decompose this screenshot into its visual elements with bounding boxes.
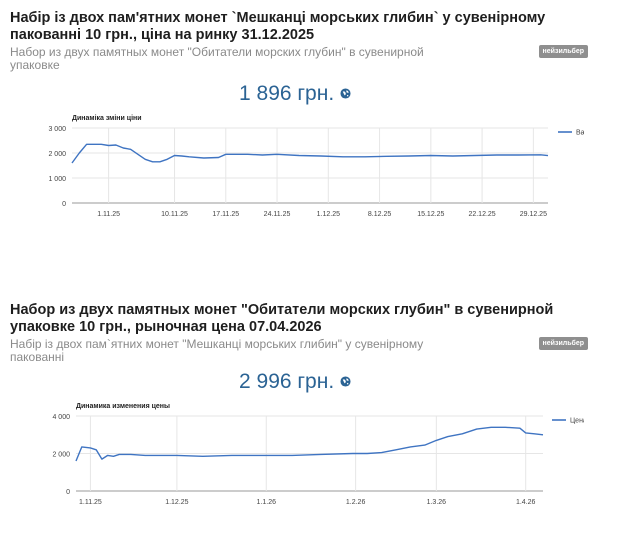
x-tick-label: 1.3.26	[427, 499, 447, 506]
y-tick-label: 0	[62, 201, 66, 208]
y-tick-label: 2 000	[52, 452, 70, 459]
legend-label: Цена	[570, 418, 584, 425]
x-tick-label: 24.11.25	[264, 211, 291, 218]
y-tick-label: 2 000	[48, 151, 66, 158]
page-title: Набор из двух памятных монет "Обитатели …	[10, 302, 554, 335]
alternate-title: Набір із двох пам`ятних монет "Мешканці …	[10, 337, 424, 364]
material-badge[interactable]: нейзильбер	[538, 45, 588, 58]
price-chart-ru: Динамика изменения цены 0 2 000 4 000 1.11.2…	[10, 396, 584, 520]
coin-card-ru: Набор из двух памятных монет "Обитатели …	[6, 296, 588, 530]
y-tick-label: 4 000	[52, 414, 70, 421]
coin-card-uk: Набір із двох пам'ятних монет `Мешканці …	[6, 4, 588, 240]
page-title: Набір із двох пам'ятних монет `Мешканці …	[10, 10, 546, 43]
x-tick-label: 15.12.25	[417, 211, 444, 218]
x-tick-label: 29.12.25	[520, 211, 547, 218]
y-tick-label: 3 000	[48, 126, 66, 133]
series-line	[75, 426, 544, 462]
alternate-title: Набор из двух памятных монет "Обитатели …	[10, 45, 424, 72]
x-tick-label: 1.12.25	[165, 499, 188, 506]
x-tick-label: 17.11.25	[212, 211, 239, 218]
chart-title: Динамика изменения цены	[76, 403, 170, 410]
y-tick-label: 0	[66, 489, 70, 496]
x-tick-label: 1.1.26	[257, 499, 277, 506]
series-line	[71, 143, 549, 164]
price-chart-svg: Динамика изменения цены 0 2 000 4 000 1.11.2…	[52, 403, 584, 506]
price-value: 2 996 грн.	[239, 370, 335, 393]
x-tick-label: 1.4.26	[516, 499, 536, 506]
price-chart-svg: Динаміка зміни ціни 0 1 000 2 000 3 000 1.11.…	[48, 114, 584, 218]
globe-icon[interactable]	[340, 376, 351, 387]
legend-label: Варті...	[576, 129, 584, 137]
x-tick-label: 10.11.25	[161, 211, 188, 218]
material-badge[interactable]: нейзильбер	[538, 337, 588, 350]
y-tick-label: 1 000	[48, 176, 66, 183]
x-tick-label: 1.12.25	[317, 211, 340, 218]
x-tick-label: 1.11.25	[97, 211, 120, 218]
x-tick-label: 1.11.25	[79, 499, 102, 506]
globe-icon[interactable]	[340, 88, 351, 99]
x-tick-label: 1.2.26	[346, 499, 366, 506]
price-display: 2 996 грн.	[6, 370, 584, 394]
price-value: 1 896 грн.	[239, 82, 335, 105]
price-display: 1 896 грн.	[6, 82, 584, 106]
chart-title: Динаміка зміни ціни	[72, 114, 142, 122]
x-tick-label: 8.12.25	[368, 211, 391, 218]
x-tick-label: 22.12.25	[468, 211, 495, 218]
price-chart-uk: Динаміка зміни ціни 0 1 000 2 000 3 000 1.11.…	[10, 112, 584, 236]
